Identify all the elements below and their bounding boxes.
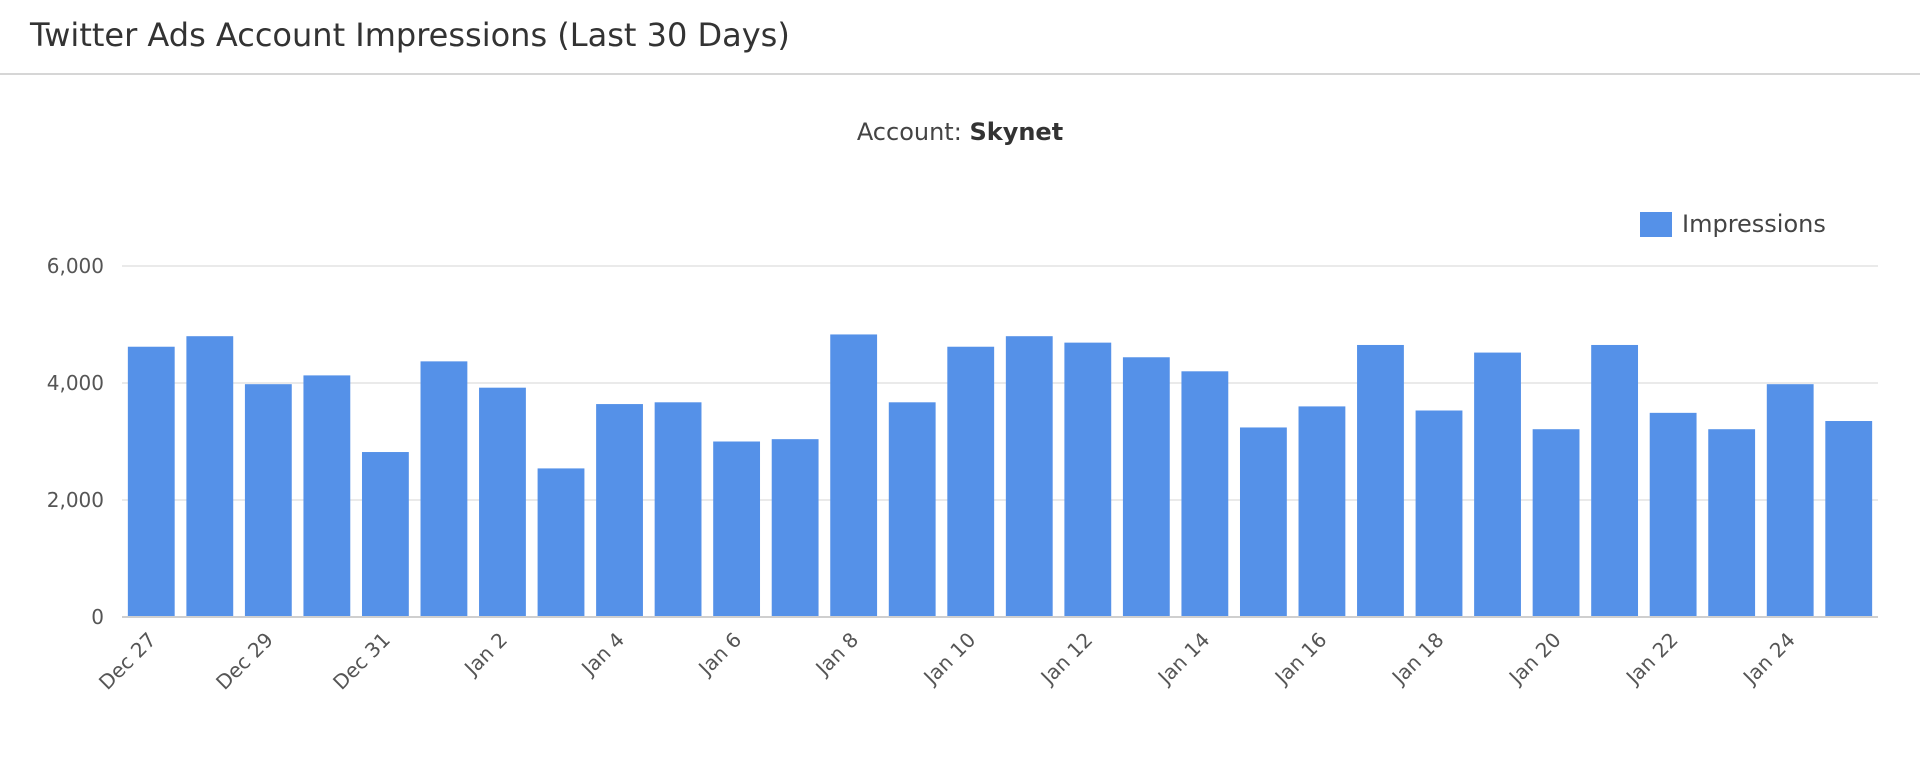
x-tick-label: Dec 27	[94, 628, 161, 695]
bar-jan-13[interactable]	[1122, 357, 1170, 617]
bar-jan-12[interactable]	[1064, 342, 1112, 617]
y-tick-label: 0	[91, 605, 104, 629]
legend-label: Impressions	[1682, 210, 1826, 238]
account-name: Skynet	[969, 118, 1064, 146]
bar-jan-6[interactable]	[713, 441, 761, 618]
bar-jan-18[interactable]	[1415, 410, 1463, 618]
bar-jan-5[interactable]	[654, 402, 702, 617]
x-tick-label: Jan 10	[918, 628, 981, 691]
bar-jan-25[interactable]	[1825, 421, 1873, 617]
x-axis-ticks: Dec 27 Dec 29 Dec 31 Jan 2 Jan 4 Jan 6 Jan 8 Ja…	[94, 628, 1800, 695]
widget-header: Twitter Ads Account Impressions (Last 30…	[0, 0, 1920, 75]
bars	[127, 334, 1873, 618]
bar-jan-8[interactable]	[830, 334, 878, 617]
x-tick-label: Jan 16	[1269, 628, 1332, 691]
grid-lines	[122, 265, 1878, 501]
x-tick-label: Jan 14	[1152, 628, 1215, 691]
bar-jan-9[interactable]	[888, 402, 936, 617]
x-tick-label: Jan 4	[575, 628, 629, 682]
bar-jan-24[interactable]	[1766, 384, 1814, 617]
x-tick-label: Jan 24	[1737, 628, 1800, 691]
x-tick-label: Dec 29	[211, 628, 278, 695]
bar-jan-23[interactable]	[1708, 429, 1756, 617]
bar-jan-22[interactable]	[1649, 412, 1697, 617]
bar-jan-3[interactable]	[537, 468, 585, 617]
y-tick-label: 6,000	[47, 254, 104, 278]
y-tick-label: 4,000	[47, 371, 104, 395]
bar-jan-2[interactable]	[479, 387, 526, 617]
legend-swatch	[1640, 211, 1672, 237]
x-tick-label: Dec 31	[328, 628, 395, 695]
y-tick-label: 2,000	[47, 488, 104, 512]
bar-jan-16[interactable]	[1298, 406, 1346, 617]
x-tick-label: Jan 2	[458, 628, 512, 682]
bar-dec-30[interactable]	[303, 375, 351, 617]
y-axis-ticks: 0 2,000 4,000 6,000	[47, 254, 104, 629]
subtitle-label: Account:	[856, 118, 962, 146]
x-tick-label: Jan 6	[692, 628, 746, 682]
bar-jan-11[interactable]	[1005, 336, 1053, 617]
x-tick-label: Jan 8	[810, 628, 864, 682]
bar-dec-28[interactable]	[186, 336, 234, 617]
bar-jan-14[interactable]	[1181, 371, 1229, 617]
bar-jan-10[interactable]	[947, 346, 995, 617]
bar-jan-7[interactable]	[771, 439, 819, 617]
x-tick-label: Jan 22	[1620, 628, 1683, 691]
bar-jan-19[interactable]	[1474, 352, 1521, 617]
chart-subtitle: Account: Skynet	[0, 118, 1920, 146]
bar-dec-29[interactable]	[244, 384, 292, 617]
bar-jan-17[interactable]	[1357, 344, 1404, 617]
bar-jan-21[interactable]	[1591, 344, 1639, 617]
bar-jan-15[interactable]	[1239, 427, 1287, 617]
bar-dec-31[interactable]	[361, 452, 409, 617]
bar-jan-1[interactable]	[420, 361, 468, 617]
chart-legend[interactable]: Impressions	[1640, 209, 1826, 239]
bar-dec-27[interactable]	[127, 346, 175, 617]
x-tick-label: Jan 12	[1035, 628, 1098, 691]
bar-jan-4[interactable]	[596, 404, 643, 617]
x-tick-label: Jan 18	[1386, 628, 1449, 691]
x-tick-label: Jan 20	[1503, 628, 1566, 691]
bar-jan-20[interactable]	[1532, 429, 1580, 617]
widget-title: Twitter Ads Account Impressions (Last 30…	[30, 16, 790, 54]
